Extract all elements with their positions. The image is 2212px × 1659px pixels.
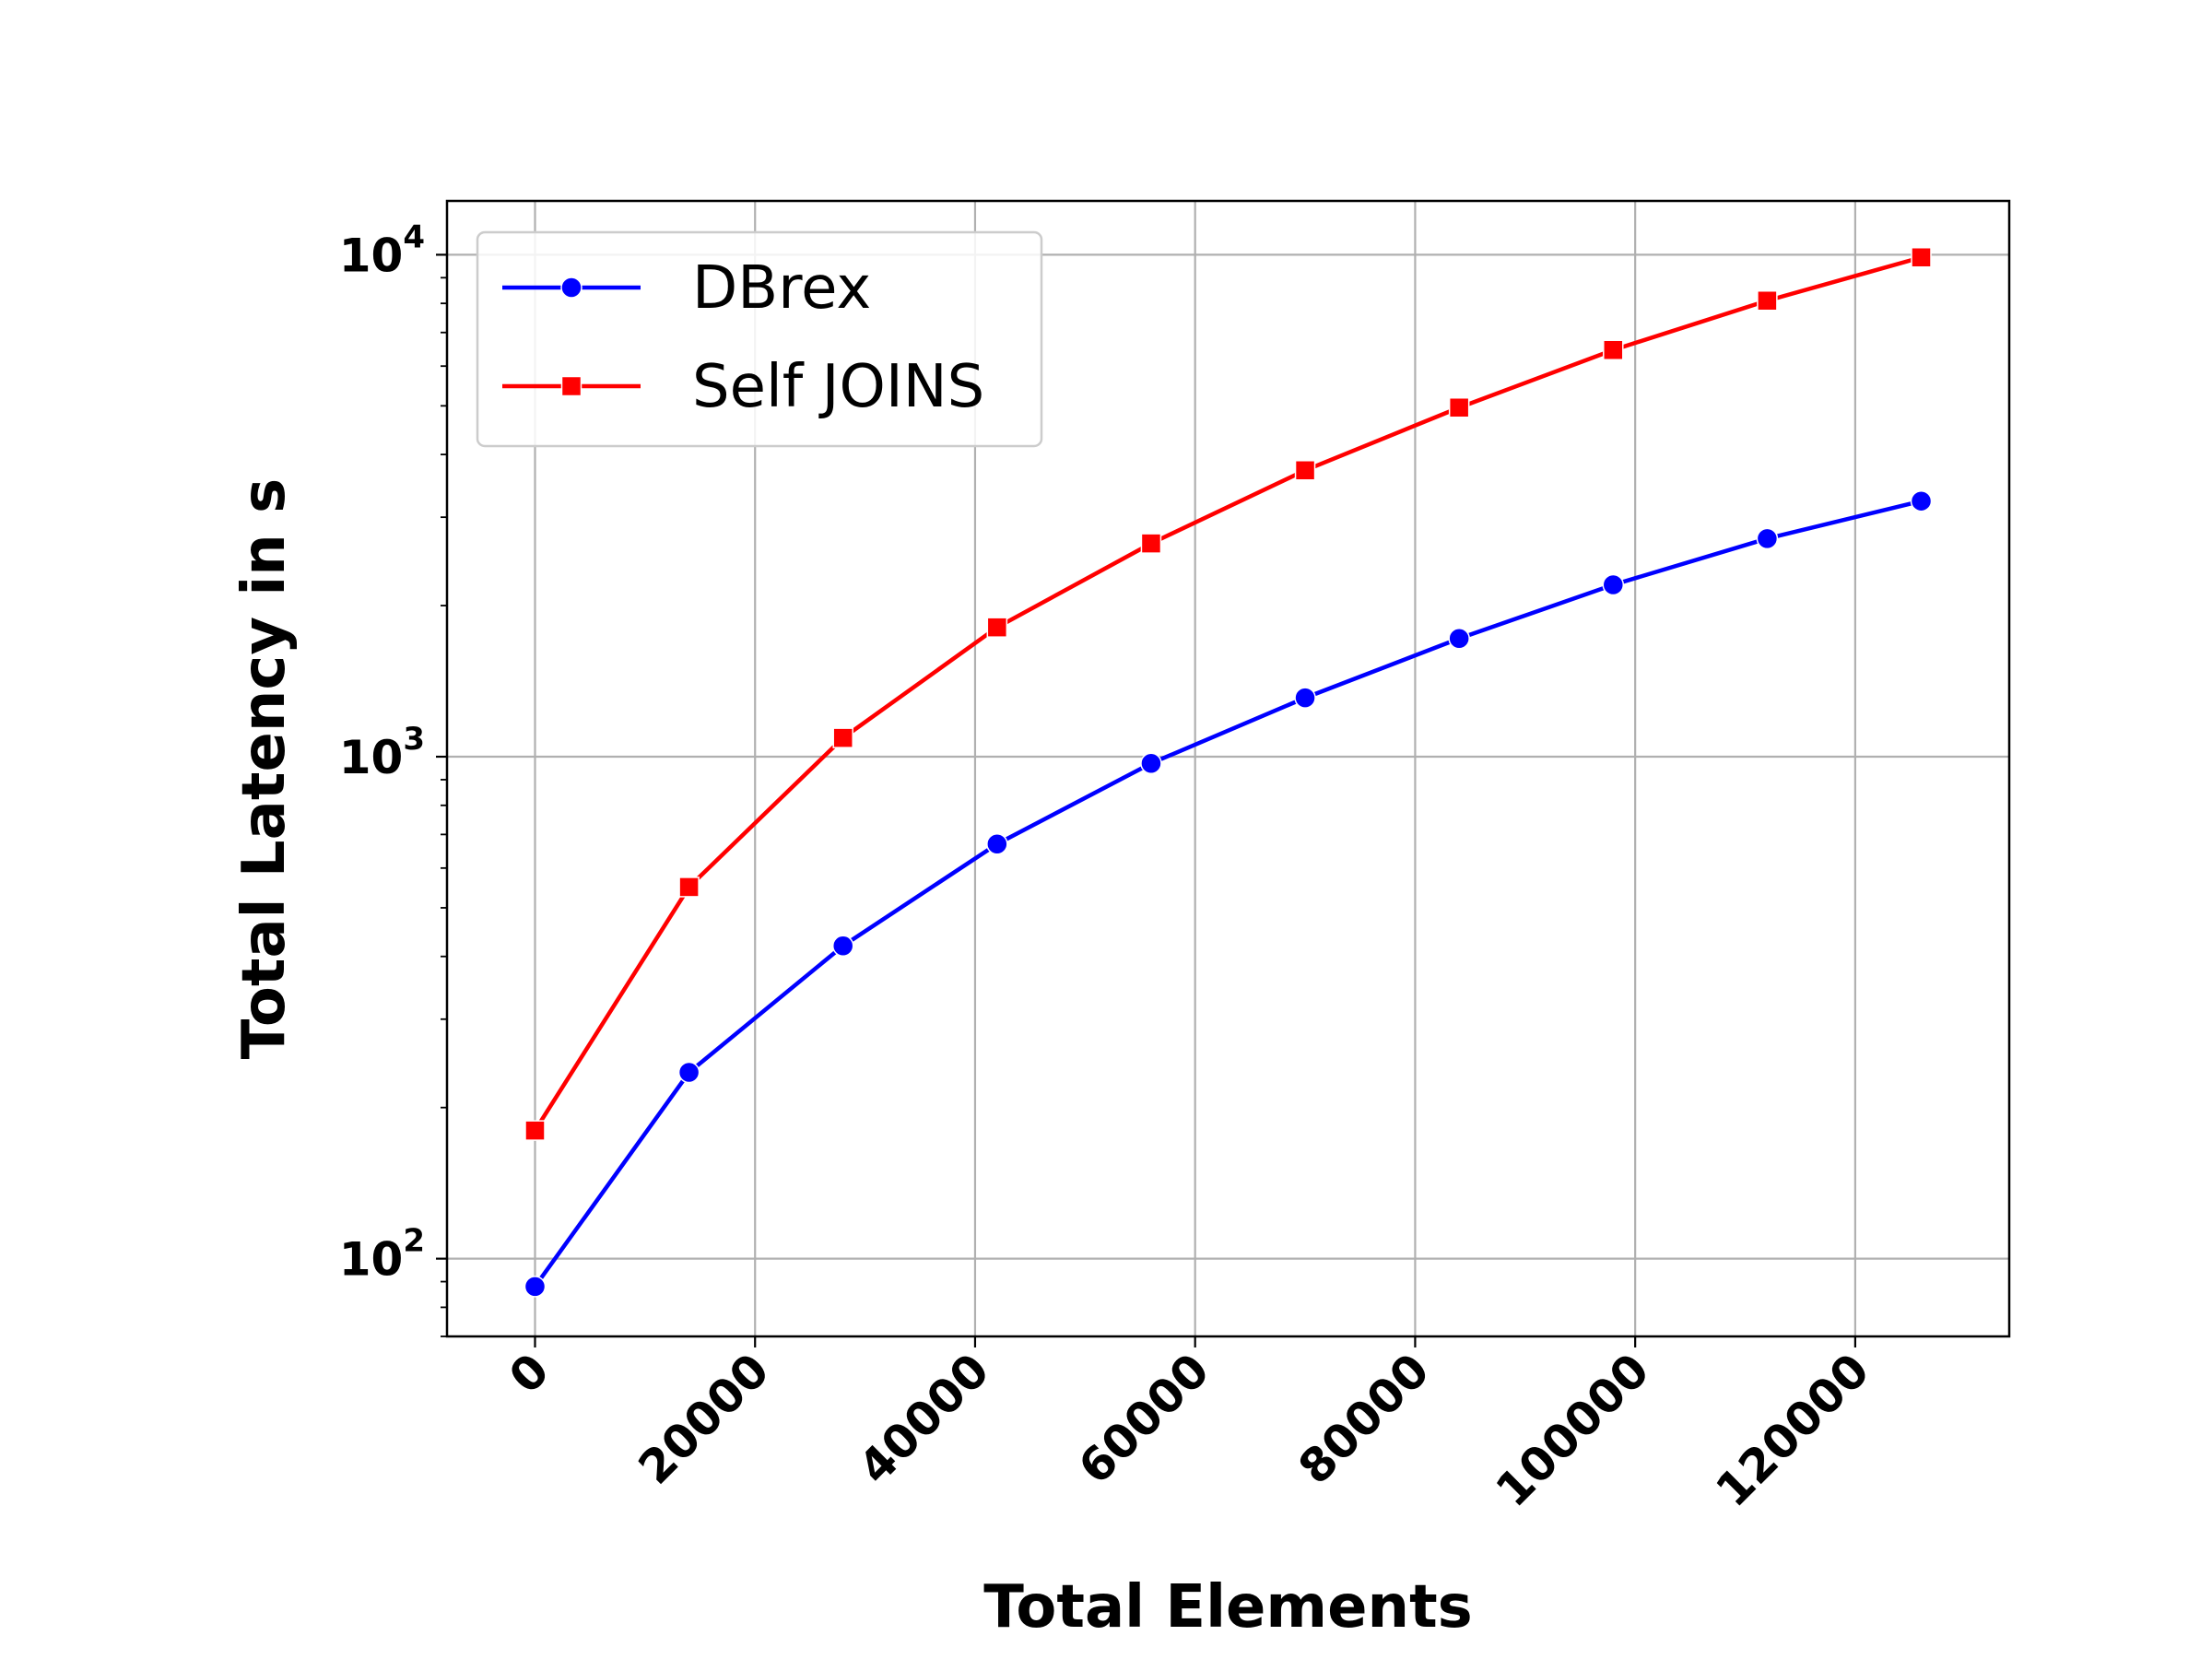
data-point <box>831 935 854 957</box>
data-point <box>1756 527 1779 550</box>
series-dbrex <box>524 489 1933 1298</box>
data-point <box>524 1276 547 1298</box>
data-point <box>1911 246 1932 268</box>
series-line <box>533 499 1923 1288</box>
x-tick-label: 20000 <box>629 1343 780 1494</box>
y-tick-base: 10 <box>339 1233 404 1287</box>
x-tick-label: 120000 <box>1706 1343 1880 1517</box>
legend-marker <box>560 375 582 397</box>
legend-label: Self JOINS <box>692 353 984 421</box>
data-point <box>1448 627 1470 650</box>
legend-label: DBrex <box>692 254 871 323</box>
x-tick-label: 0 <box>499 1343 559 1404</box>
y-tick-label: 104 <box>339 218 425 282</box>
x-axis-label: Total Elements <box>983 1573 1473 1641</box>
data-point <box>1602 573 1625 596</box>
x-tick-label: 60000 <box>1068 1343 1219 1494</box>
legend-item: Self JOINS <box>502 353 984 421</box>
data-point <box>1448 396 1470 418</box>
data-point <box>1757 289 1778 312</box>
y-tick-label: 103 <box>339 721 425 784</box>
data-point <box>524 1120 546 1141</box>
data-point <box>986 617 1008 638</box>
data-point <box>1140 533 1162 554</box>
data-point <box>677 1061 700 1084</box>
x-tick-labels: 0 20000 40000 60000 80000 100000 120000 <box>499 1343 1879 1517</box>
data-point <box>1603 339 1624 360</box>
y-tick-exponent: 3 <box>403 721 425 758</box>
y-tick-exponent: 2 <box>403 1223 425 1260</box>
y-tick-label: 102 <box>339 1223 425 1287</box>
y-tick-base: 10 <box>339 229 404 282</box>
plot-frame <box>445 199 2011 1338</box>
y-axis-label: Total Latency in s <box>230 478 299 1059</box>
legend-marker <box>560 276 582 299</box>
data-point <box>1294 460 1316 481</box>
data-point <box>832 727 853 748</box>
axis-ticks <box>436 253 1856 1347</box>
data-point <box>678 877 700 898</box>
data-point <box>1910 489 1933 512</box>
data-point <box>1294 687 1316 709</box>
data-point <box>1140 752 1162 774</box>
x-tick-label: 80000 <box>1288 1343 1440 1494</box>
series-line <box>533 255 1923 1132</box>
legend: DBrex Self JOINS <box>476 230 1043 448</box>
series-self-joins <box>524 246 1932 1141</box>
y-tick-base: 10 <box>339 731 404 784</box>
x-tick-label: 100000 <box>1486 1343 1660 1517</box>
y-tick-exponent: 4 <box>403 218 425 255</box>
series-layer <box>524 246 1933 1298</box>
x-tick-label: 40000 <box>848 1343 999 1494</box>
legend-item: DBrex <box>502 254 871 323</box>
data-point <box>986 832 1008 855</box>
